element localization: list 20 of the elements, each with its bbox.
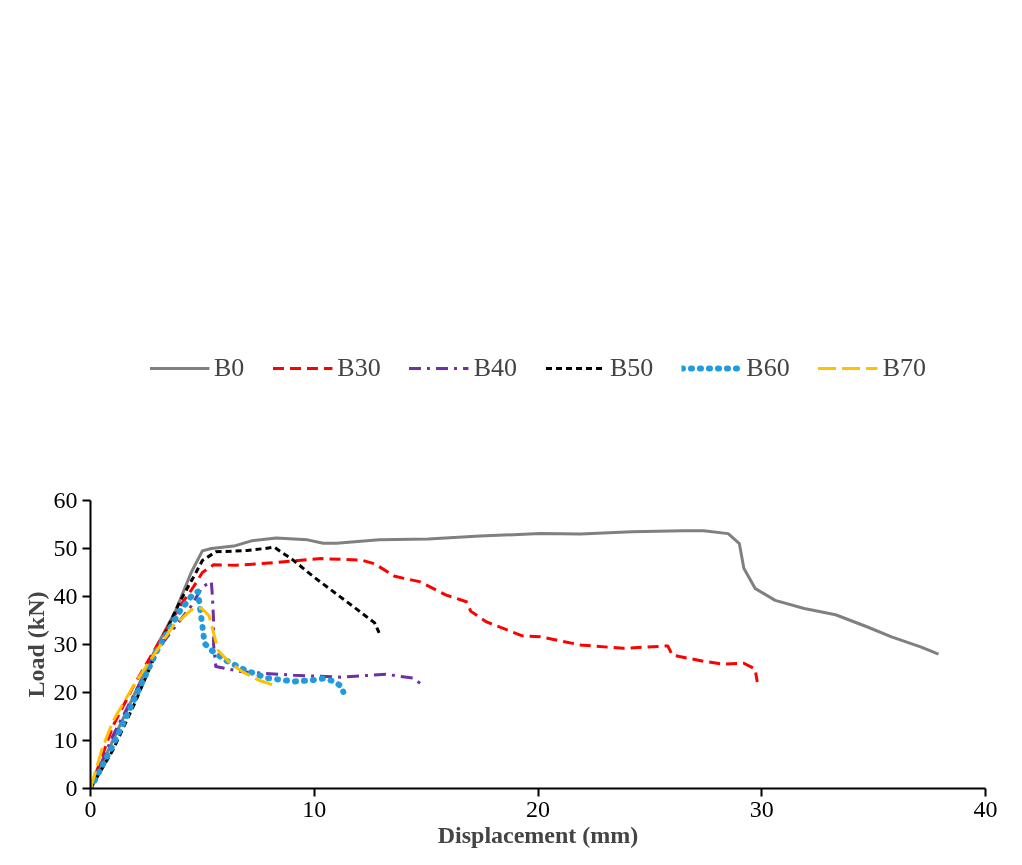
x-tick-label: 0	[84, 795, 97, 822]
y-tick-label: 40	[53, 583, 78, 609]
legend-label: B30	[337, 352, 381, 383]
y-tick-label: 0	[65, 775, 78, 801]
y-tick-label: 10	[53, 727, 78, 753]
y-tick-label: 30	[53, 631, 78, 657]
legend-label: B70	[882, 352, 927, 383]
y-tick-label: 60	[53, 487, 78, 513]
y-tick-label: 20	[53, 679, 78, 705]
x-tick-label: 40	[973, 795, 998, 822]
legend-label: B60	[746, 352, 790, 383]
x-tick-label: 30	[749, 795, 774, 822]
x-tick-label: 20	[526, 795, 550, 822]
x-tick-label: 10	[302, 795, 327, 822]
y-tick-label: 50	[53, 535, 78, 561]
legend-label: B50	[610, 352, 654, 383]
y-axis-title: Load (kN)	[22, 591, 49, 698]
x-axis-title: Displacement (mm)	[437, 821, 639, 848]
legend-label: B0	[213, 352, 245, 383]
legend-label: B40	[473, 352, 517, 383]
